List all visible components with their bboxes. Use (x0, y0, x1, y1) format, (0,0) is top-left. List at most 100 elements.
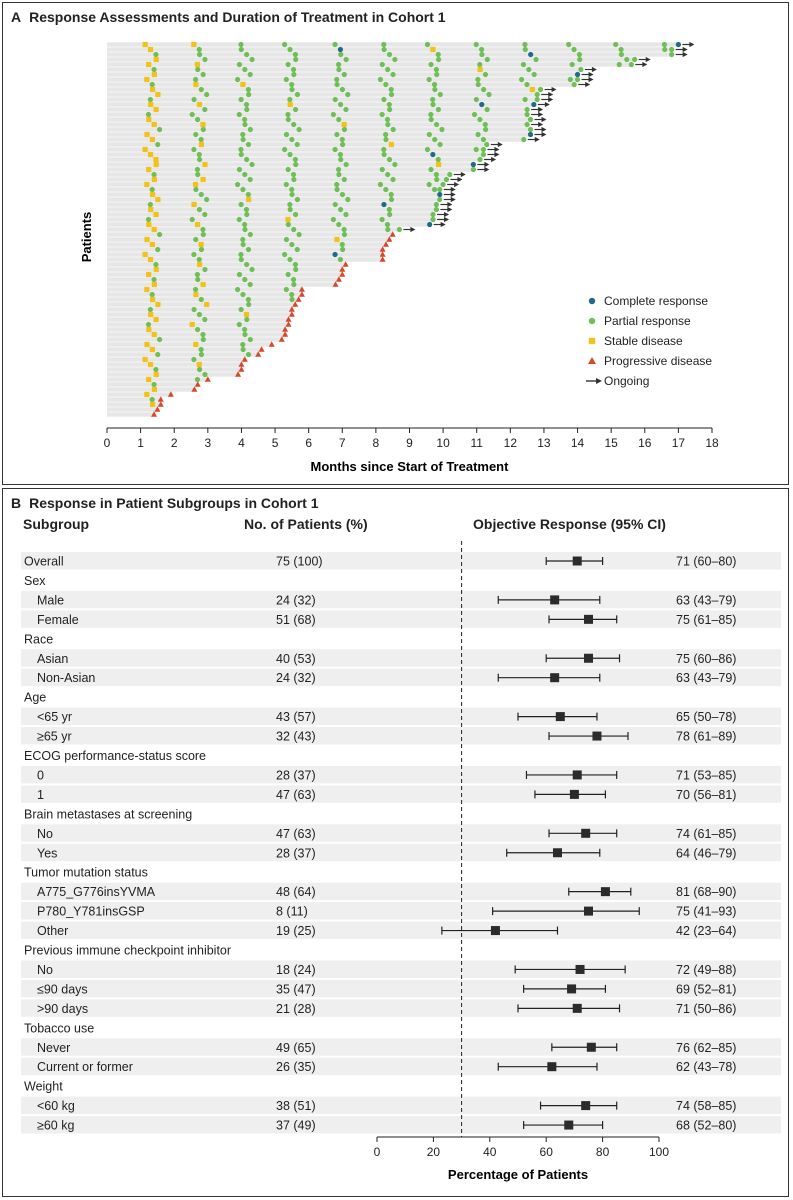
ongoing-arrow-head (494, 146, 500, 153)
partial-response-marker (151, 381, 157, 388)
duration-bar (107, 252, 383, 257)
partial-response-marker (475, 131, 481, 138)
partial-response-marker (424, 41, 431, 48)
partial-response-marker (289, 81, 295, 88)
partial-response-marker (192, 286, 199, 293)
partial-response-marker (290, 276, 297, 283)
partial-response-marker (377, 76, 384, 83)
partial-response-marker (157, 126, 163, 133)
ongoing-arrow-head (494, 151, 500, 158)
response-ci-value: 75 (41–93) (676, 905, 736, 919)
partial-response-marker (240, 241, 246, 248)
stable-disease-marker (146, 271, 152, 278)
point-estimate (569, 789, 579, 799)
patient-count: 40 (53) (276, 652, 316, 666)
complete-response-marker (479, 101, 485, 108)
stable-disease-marker (144, 341, 150, 348)
forest-x-axis: 0 20 40 60 80 100 (374, 1136, 669, 1159)
patient-count: 35 (47) (276, 982, 316, 996)
progressive-disease-marker (295, 296, 302, 302)
partial-response-marker (202, 266, 208, 273)
partial-response-marker (204, 196, 210, 203)
stable-disease-marker (151, 386, 157, 393)
patient-count: 38 (51) (276, 1099, 316, 1113)
partial-response-marker (285, 271, 291, 278)
duration-bar (107, 207, 437, 212)
row-shading (21, 843, 781, 862)
partial-response-marker (240, 346, 246, 353)
partial-response-marker (336, 66, 342, 73)
stable-disease-marker (153, 371, 159, 378)
partial-response-marker (238, 151, 244, 158)
subgroup-label: Race (24, 632, 53, 646)
legend-label: Complete response (604, 294, 708, 308)
partial-response-marker (245, 246, 252, 253)
partial-response-marker (153, 51, 159, 58)
progressive-disease-marker (194, 381, 201, 387)
x-tick-label: 3 (204, 436, 211, 450)
ongoing-arrow-head (450, 196, 456, 203)
partial-response-marker (330, 111, 336, 118)
legend-label: Ongoing (604, 374, 649, 388)
partial-response-marker (234, 181, 241, 188)
partial-response-marker (427, 221, 433, 228)
partial-response-marker (289, 136, 295, 143)
partial-response-marker (291, 226, 297, 233)
forest-x-tick-label: 20 (427, 1145, 441, 1159)
partial-response-marker (576, 51, 583, 58)
point-estimate (550, 673, 560, 683)
partial-response-marker (428, 116, 434, 123)
duration-bar (107, 277, 339, 282)
partial-response-marker (618, 46, 624, 53)
duration-bar (107, 257, 383, 262)
row-shading (21, 979, 781, 998)
stable-disease-marker (151, 331, 157, 338)
response-ci-value: 74 (58–85) (676, 1099, 736, 1113)
partial-response-marker (289, 86, 295, 93)
partial-response-marker (379, 166, 385, 173)
duration-bar (107, 357, 245, 362)
ongoing-arrow (440, 206, 453, 213)
duration-bar (107, 117, 531, 122)
stable-disease-marker (198, 241, 204, 248)
partial-response-marker (157, 231, 163, 238)
partial-response-marker (387, 211, 393, 218)
stable-disease-marker (334, 236, 340, 243)
stable-disease-marker (153, 316, 159, 323)
row-shading (21, 668, 781, 687)
partial-response-marker (195, 276, 201, 283)
partial-response-marker (569, 61, 575, 68)
progressive-disease-marker (157, 401, 164, 407)
partial-response-marker (433, 201, 439, 208)
partial-response-marker (289, 291, 295, 298)
partial-response-marker (282, 251, 288, 258)
partial-response-marker (193, 186, 199, 193)
partial-response-marker (238, 256, 244, 263)
partial-response-marker (287, 201, 293, 208)
response-ci-value: 75 (60–86) (676, 652, 736, 666)
x-tick-label: 11 (470, 436, 483, 450)
partial-response-marker (339, 191, 346, 198)
duration-bar (107, 162, 474, 167)
duration-bar (107, 407, 158, 412)
subgroup-label: Other (37, 924, 68, 938)
x-tick-label: 17 (672, 436, 686, 450)
partial-response-marker (432, 136, 438, 143)
partial-response-marker (198, 246, 205, 253)
ongoing-arrow-head (440, 221, 446, 228)
response-ci-value: 69 (52–81) (676, 982, 736, 996)
partial-response-marker (196, 206, 203, 213)
ongoing-arrow-head (541, 116, 547, 123)
stable-disease-marker (151, 226, 157, 233)
stable-disease-marker (198, 141, 205, 148)
patient-count: 75 (100) (276, 555, 323, 569)
x-tick-label: 18 (705, 436, 719, 450)
partial-response-marker (287, 96, 293, 103)
ongoing-arrow-head (497, 141, 503, 148)
partial-response-marker (334, 181, 340, 188)
col-patients-header: No. of Patients (%) (244, 516, 368, 532)
partial-response-marker (577, 56, 583, 63)
partial-response-marker (526, 66, 532, 73)
partial-response-marker (202, 56, 208, 63)
partial-response-marker (202, 316, 208, 323)
